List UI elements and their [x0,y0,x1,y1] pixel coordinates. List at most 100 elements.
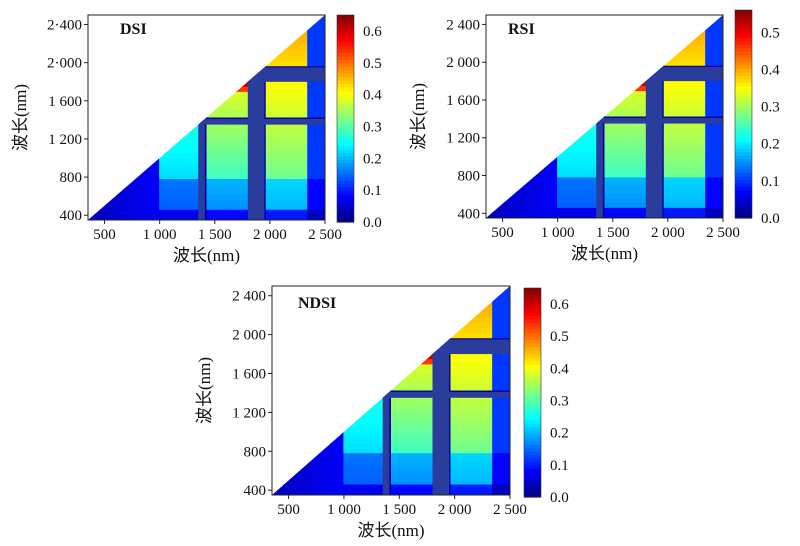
heatmap-cell [307,127,314,134]
heatmap-cell [402,489,410,495]
heatmap-cell [498,447,505,454]
heatmap-cell [711,40,718,47]
heatmap-cell [426,369,434,376]
heatmap-cell [319,453,327,460]
heatmap-cell [480,458,487,465]
y-tick-label: 2 400 [232,289,266,305]
heatmap-cell [313,91,320,98]
heatmap-cell [212,143,219,149]
colorbar-segment [524,305,541,310]
heatmap-cell [705,106,712,113]
heatmap-cell [545,187,552,194]
heatmap-cell [592,172,600,178]
heatmap-cell [289,474,297,480]
heatmap-cell [242,122,249,129]
heatmap-cell [355,416,362,423]
heatmap-cell [301,40,308,47]
heatmap-cell [313,25,320,31]
heatmap-cell [426,442,434,449]
heatmap-cell [313,163,320,170]
heatmap-cell [212,214,219,220]
heatmap-cell [462,468,469,475]
heatmap-cell [699,50,706,57]
heatmap-cell [218,102,225,108]
heatmap-cell [420,374,428,381]
heatmap-cell [474,411,481,418]
heatmap-cell [313,148,320,154]
heatmap-cell [111,199,119,206]
heatmap-cell [681,111,689,118]
y-axis-label: 波长(nm) [409,83,428,150]
heatmap-cell [504,333,510,339]
heatmap-cell [218,132,225,139]
heatmap-cell [717,157,723,163]
heatmap-cell [236,189,243,195]
heatmap-cell [521,197,529,204]
colorbar-segment [735,86,752,91]
colorbar-segment [735,10,752,15]
heatmap-cell [170,148,178,154]
heatmap-cell [295,86,302,93]
heatmap-cell [414,479,422,486]
heatmap-cell [307,40,314,47]
heatmap-cell [699,136,706,143]
heatmap-cell [663,146,671,153]
heatmap-cell [176,173,184,180]
heatmap-cell [533,192,540,199]
heatmap-cell [325,453,333,460]
heatmap-cell [379,416,386,423]
heatmap-cell [283,168,291,175]
heatmap-cell [402,411,410,418]
heatmap-cell [289,56,296,62]
heatmap-cell [492,479,499,486]
heatmap-cell [165,199,172,206]
heatmap-cell [188,138,196,144]
heatmap-cell [165,214,172,220]
heatmap-cell [343,442,350,449]
heatmap-cell [289,81,296,88]
colorbar-segment [735,152,752,157]
heatmap-cell [640,197,647,204]
heatmap-cell [699,131,706,138]
heatmap-cell [135,168,142,175]
heatmap-cell [687,146,694,153]
heatmap-cell [480,301,487,308]
heatmap-cell [313,214,320,220]
heatmap-cell [414,489,422,495]
heatmap-cell [503,202,511,209]
heatmap-cell [295,97,302,103]
heatmap-cell [681,91,689,97]
colorbar-tick-label: 0.4 [550,361,569,377]
heatmap-cell [616,162,623,168]
heatmap-cell [705,80,712,87]
heatmap-cell [93,214,101,220]
heatmap-cell [111,204,119,211]
heatmap-cell [634,131,641,138]
heatmap-cell [283,209,291,216]
heatmap-cell [159,209,166,216]
heatmap-cell [498,359,505,365]
heatmap-cell [373,432,380,439]
heatmap-cell [396,468,404,475]
heatmap-cell [319,138,325,144]
heatmap-cell [486,306,493,313]
heatmap-cell [402,432,410,439]
heatmap-cell [480,369,487,376]
heatmap-cell [277,91,285,98]
heatmap-cell [622,136,629,143]
heatmap-cell [182,143,190,149]
heatmap-cell [711,126,718,133]
heatmap-cell [129,194,136,201]
heatmap-cell [319,442,327,449]
heatmap-cell [604,182,612,189]
colorbar-segment [337,32,354,37]
heatmap-cell [557,177,564,184]
heatmap-cell [580,207,588,214]
heatmap-cell [468,421,475,428]
heatmap-cell [533,202,540,209]
heatmap-cell [396,400,404,407]
heatmap-cell [504,463,510,470]
heatmap-cell [717,91,723,97]
heatmap-cell [492,400,499,407]
